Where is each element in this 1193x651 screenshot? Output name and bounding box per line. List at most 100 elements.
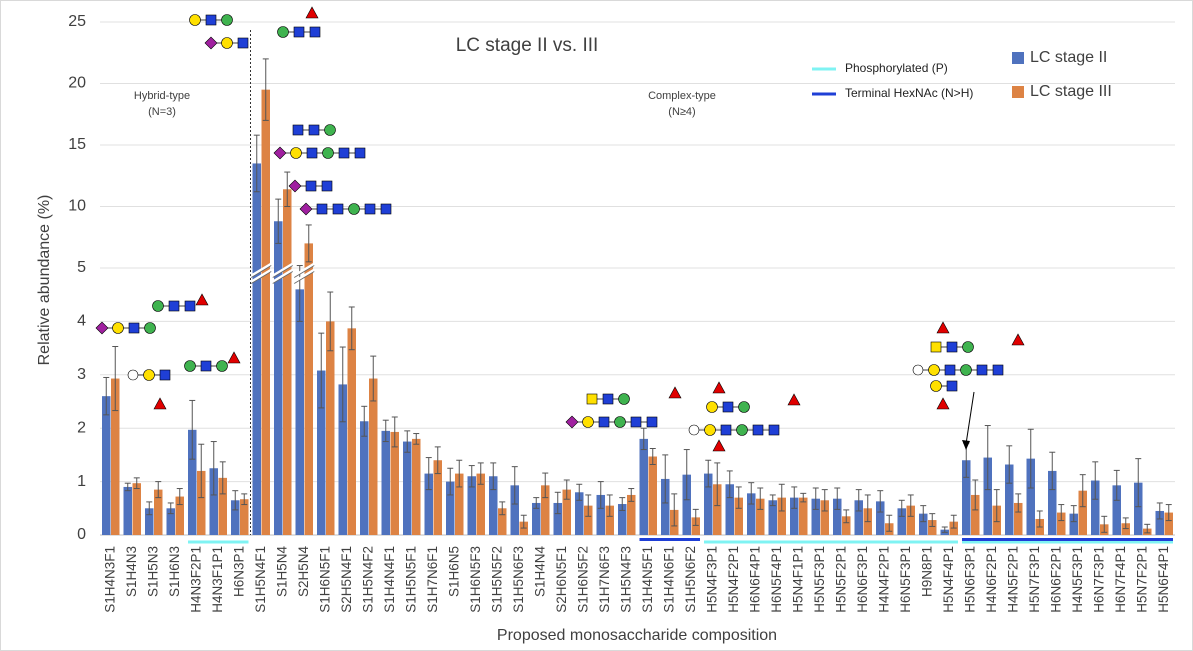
glycan-gal	[112, 322, 124, 334]
bar	[424, 473, 433, 535]
x-tick-label: H4N4F2P1	[876, 546, 891, 613]
bar	[145, 508, 154, 535]
bar	[1112, 485, 1121, 535]
bar	[682, 474, 691, 535]
y-tick-label: 20	[68, 75, 86, 92]
pointer-arrow	[965, 391, 975, 445]
glycan-glcnac	[946, 341, 958, 353]
bar	[274, 221, 283, 535]
x-tick-label: S1H5N3	[145, 546, 160, 597]
marker-legend-label: Phosphorylated (P)	[845, 61, 948, 75]
x-tick-label: H4N3F2P1	[188, 546, 203, 613]
x-tick-label: S1H5N5F2	[489, 546, 504, 613]
bar	[725, 484, 734, 535]
axis-break	[251, 271, 272, 284]
glycan-fuc	[227, 351, 241, 364]
x-tick-label: H5N4F2P1	[726, 546, 741, 613]
x-tick-label: H6N3P1	[231, 546, 246, 597]
glycan-man	[322, 147, 334, 159]
glycan-glcnac	[128, 322, 140, 334]
annotation: (N=3)	[148, 106, 176, 118]
x-tick-label: H5N5F3P1	[812, 546, 827, 613]
bar	[919, 513, 928, 535]
bar	[111, 378, 120, 535]
glycan-glcnac	[308, 124, 320, 136]
x-tick-label: S1H4N3F1	[102, 546, 117, 613]
bar	[433, 460, 442, 535]
glycan-sia	[565, 415, 579, 429]
bar	[1014, 502, 1023, 535]
bar	[381, 430, 390, 535]
bar	[1134, 482, 1143, 535]
x-tick-label: S1H4N4	[532, 546, 547, 598]
x-tick-label: S1H6N5	[446, 546, 461, 597]
x-tick-label: H5N5F2P1	[833, 546, 848, 613]
x-tick-label: S1H7N6F1	[425, 546, 440, 613]
glycan-glcnac	[722, 401, 734, 413]
glycan-sia	[95, 321, 109, 335]
axis-break	[251, 265, 272, 278]
axis-break	[272, 271, 293, 284]
bar	[154, 489, 163, 535]
glycan-galnac	[586, 393, 598, 405]
bar	[648, 456, 657, 535]
bar	[854, 500, 863, 535]
y-tick-label: 15	[68, 136, 86, 153]
glycan-glcnac	[309, 26, 321, 38]
glycan-glcnac	[602, 393, 614, 405]
x-tick-label: H6N6F4P1	[747, 546, 762, 613]
glycan-gal	[143, 369, 155, 381]
bar	[661, 478, 670, 535]
bar	[1121, 523, 1130, 535]
bar	[197, 470, 206, 535]
x-tick-label: S1H4N5F1	[640, 546, 655, 613]
glycan-glcnac	[354, 147, 366, 159]
x-tick-label: H9N8P1	[919, 546, 934, 597]
bar	[971, 494, 980, 535]
x-tick-label: S1H5N5F1	[403, 546, 418, 613]
bar	[768, 500, 777, 535]
glycan-glcnac	[292, 124, 304, 136]
bar	[575, 492, 584, 535]
marker-legend-label: Terminal HexNAc (N>H)	[845, 86, 973, 100]
annotation: Complex-type	[648, 90, 716, 102]
bar	[1078, 490, 1087, 535]
x-tick-label: S1H7N6F3	[597, 546, 612, 613]
bar	[876, 501, 885, 535]
glycan-fuc	[195, 293, 209, 306]
bar	[218, 477, 227, 535]
axis-break	[294, 265, 315, 278]
glycan-man	[152, 300, 164, 312]
legend-swatch	[1012, 52, 1024, 64]
bar	[562, 489, 571, 535]
glycan-fuc	[712, 439, 726, 452]
x-tick-label: H5N4F3P1	[704, 546, 719, 613]
glycan-sia	[204, 36, 218, 50]
glycan-man	[618, 393, 630, 405]
x-tick-label: S2H6N5F1	[554, 546, 569, 613]
glycan-man	[184, 360, 196, 372]
bar	[799, 497, 808, 535]
bar	[734, 497, 743, 535]
glycan-man	[277, 26, 289, 38]
legend-swatch	[1012, 86, 1024, 98]
bar	[326, 321, 335, 535]
glycan-glcnac	[338, 147, 350, 159]
glycan-fuc	[787, 393, 801, 406]
glycan-glcnac	[332, 203, 344, 215]
bar	[412, 438, 421, 535]
y-tick-label: 4	[77, 313, 86, 330]
pointer-arrowhead	[962, 440, 970, 450]
x-tick-label: S1H5N4	[274, 546, 289, 598]
bar	[811, 498, 820, 535]
bar	[627, 494, 636, 535]
bar	[188, 429, 197, 535]
glycan-glcnac	[364, 203, 376, 215]
bar	[317, 370, 326, 535]
glycan-man	[960, 364, 972, 376]
axis-break	[250, 262, 273, 278]
x-tick-label: H6N6F2P1	[1048, 546, 1063, 613]
y-tick-label: 2	[77, 419, 86, 436]
bar	[1057, 512, 1066, 535]
glycan-fuc	[668, 386, 682, 399]
